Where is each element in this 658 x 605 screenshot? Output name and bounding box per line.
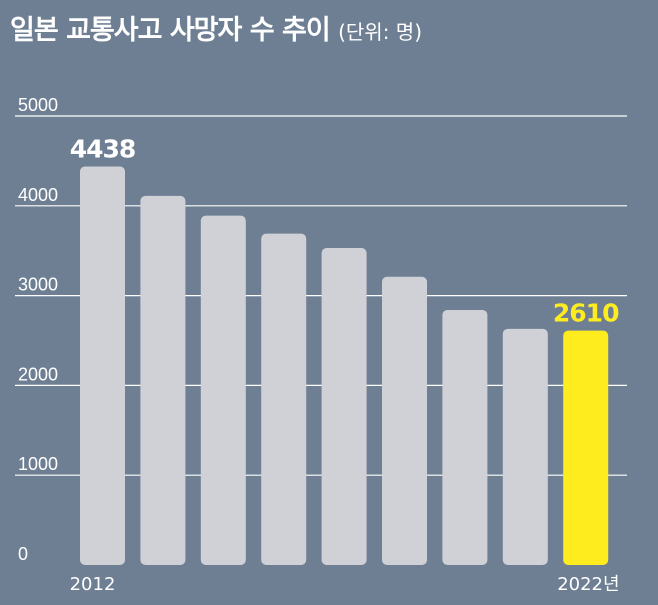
- y-tick-label: 1000: [18, 454, 58, 474]
- bar-2014: [200, 215, 246, 566]
- y-tick-label: 5000: [18, 95, 58, 115]
- chart-title: 일본 교통사고 사망자 수 추이 (단위: 명): [10, 8, 422, 47]
- y-tick-labels: 0 1000 2000 3000 4000 5000: [18, 95, 58, 564]
- bar-2019: [502, 328, 548, 565]
- bar-2012: [80, 166, 125, 566]
- x-tick-labels: 2012 2022년: [70, 574, 620, 595]
- data-labels: 4438 2610: [70, 134, 620, 328]
- y-tick-label: 0: [18, 544, 28, 564]
- bar-2017: [382, 276, 427, 565]
- bar-2016: [321, 248, 367, 566]
- data-label: 4438: [70, 134, 136, 163]
- bar-2022: [563, 330, 609, 565]
- chart-unit: (단위: 명): [338, 20, 422, 44]
- data-label: 2610: [553, 299, 619, 328]
- x-tick-label: 2012: [70, 574, 116, 595]
- chart-title-text: 일본 교통사고 사망자 수 추이: [10, 15, 331, 46]
- bar-2015: [261, 233, 307, 565]
- bars: [80, 166, 609, 566]
- x-tick-label: 2022년: [557, 574, 619, 595]
- bar-2018: [442, 309, 488, 565]
- bar-2013: [140, 195, 186, 565]
- y-tick-label: 3000: [18, 275, 58, 295]
- y-tick-label: 2000: [18, 364, 58, 384]
- y-tick-label: 4000: [18, 185, 58, 205]
